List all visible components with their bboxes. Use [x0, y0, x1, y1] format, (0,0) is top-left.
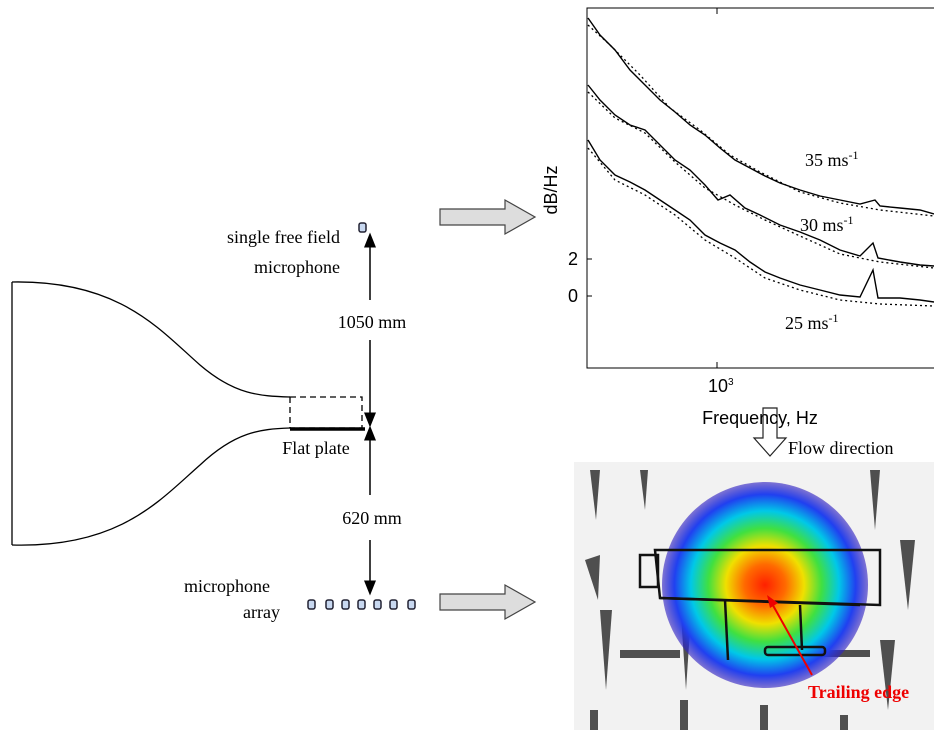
- x-tick-exp: 3: [728, 377, 734, 388]
- curve-label-exp: -1: [844, 213, 854, 227]
- y-tick-label: 0: [568, 286, 578, 306]
- flow-label: Flow direction: [788, 438, 894, 458]
- plate-label: Flat plate: [282, 438, 349, 458]
- array-label: microphone: [184, 576, 270, 596]
- spectrum-plot: dB/Hz 2 0 103 Frequency, Hz 35 ms-1 30 m…: [541, 8, 934, 428]
- single-mic-label: microphone: [254, 257, 340, 277]
- distance-label: 620 mm: [342, 508, 402, 528]
- edge-label: Trailing edge: [808, 682, 909, 702]
- curve-label-text: 35 ms: [805, 150, 849, 170]
- curve-label: 30 ms-1: [800, 213, 854, 235]
- curve-label-exp: -1: [849, 148, 859, 162]
- distance-label: 1050 mm: [338, 312, 407, 332]
- y-axis-label: dB/Hz: [541, 165, 561, 214]
- curve-label: 25 ms-1: [785, 311, 839, 333]
- x-tick-base: 10: [708, 376, 728, 396]
- curve-label-text: 25 ms: [785, 313, 829, 333]
- curve-label-text: 30 ms: [800, 215, 844, 235]
- spectrum-curves: [588, 18, 934, 302]
- x-tick-label: 103: [708, 376, 734, 396]
- page: single free field microphone 1050 mm Fla…: [0, 0, 934, 730]
- array-label: array: [243, 602, 280, 622]
- y-tick-label: 2: [568, 249, 578, 269]
- single-mic-label: single free field: [227, 227, 340, 247]
- curve-label-exp: -1: [829, 311, 839, 325]
- x-axis-label: Frequency, Hz: [702, 408, 818, 428]
- curve-label: 35 ms-1: [805, 148, 859, 170]
- nozzle: [12, 282, 365, 545]
- diagram: single free field microphone 1050 mm Fla…: [0, 0, 934, 730]
